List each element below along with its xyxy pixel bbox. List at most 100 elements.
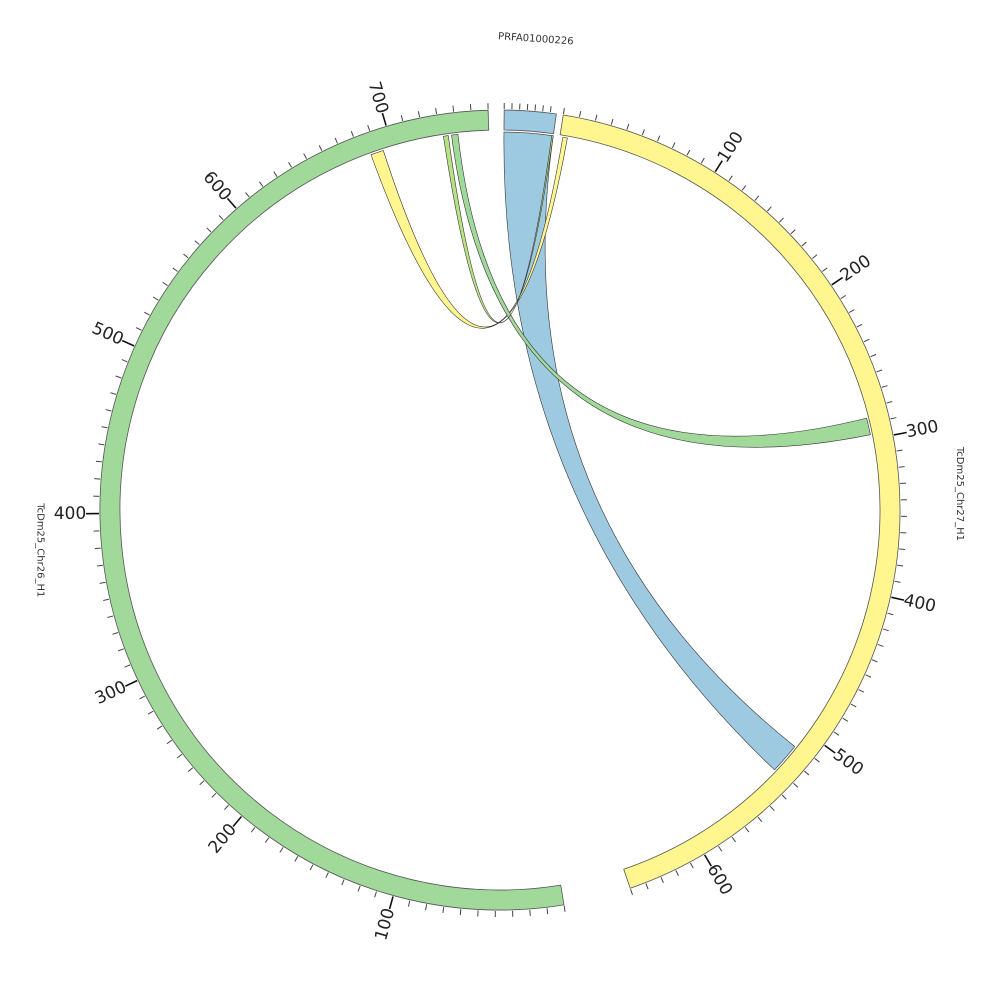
minor-tick [871,659,878,663]
minor-tick [882,628,889,632]
tick-label: 600 [703,861,737,899]
minor-tick [407,900,411,907]
links-layer [370,131,871,771]
tick-label: 400 [902,590,938,617]
minor-tick [686,149,691,156]
minor-tick [357,885,361,892]
minor-tick [459,909,462,916]
minor-tick [769,805,775,812]
minor-tick [886,400,893,404]
minor-tick [641,129,645,136]
tick-label: 300 [92,677,130,709]
tick-label: 100 [714,128,748,166]
minor-tick [778,217,784,223]
minor-tick [152,296,159,301]
minor-tick [728,175,733,182]
major-tick [125,679,138,687]
minor-tick [877,643,884,647]
minor-tick [700,157,705,164]
link-seg0-seg1-0 [503,131,796,771]
minor-tick [549,106,552,113]
link-seg2-seg0-3 [443,135,554,324]
minor-tick [172,267,178,272]
minor-tick [671,142,676,149]
minor-tick [124,664,131,668]
minor-tick [657,135,661,142]
segment-prfa01000226 [503,109,557,135]
minor-tick [334,137,338,144]
minor-tick [645,883,649,890]
minor-tick [452,105,455,112]
tick-label: 100 [371,906,399,943]
minor-tick [881,385,888,388]
minor-tick [754,195,760,201]
minor-tick [135,327,142,331]
minor-tick [211,792,217,798]
minor-tick [562,108,565,115]
minor-tick [442,906,445,914]
segment-tcdm25-chr26-h1 [99,109,565,911]
minor-tick [147,710,154,715]
link-seg2-seg1-2 [451,134,871,448]
minor-tick [139,695,146,700]
minor-tick [245,192,250,198]
minor-tick [630,888,633,895]
minor-tick [660,877,664,883]
minor-tick [814,758,820,763]
minor-tick [790,229,796,235]
minor-tick [894,580,901,583]
minor-tick [264,837,270,843]
major-tick [388,896,394,910]
minor-tick [718,845,723,852]
minor-tick [98,443,105,446]
minor-tick [757,816,763,822]
minor-tick [870,353,877,358]
minor-tick [294,856,299,862]
minor-tick [105,409,112,412]
major-tick [226,197,237,209]
minor-tick [258,181,264,187]
minor-tick [542,105,544,112]
minor-tick [896,449,903,452]
minor-tick [812,254,818,259]
minor-tick [435,108,438,115]
labels-layer: PRFA01000226 TcDm25_Chr27_H1 TcDm25_Chr2… [34,31,965,942]
tick-label: 400 [54,504,87,524]
minor-tick [218,215,224,221]
tick-label: 600 [199,168,235,206]
minor-tick [842,717,849,722]
minor-tick [199,780,205,786]
minor-tick [731,836,736,843]
major-tick [381,112,387,126]
minor-tick [840,294,847,299]
major-tick [121,339,135,347]
minor-tick [417,111,421,118]
tick-label: 500 [89,318,127,350]
minor-tick [187,767,194,772]
minor-tick [166,739,173,745]
minor-tick [898,466,905,468]
minor-tick [107,615,114,619]
minor-tick [594,114,598,121]
minor-tick [279,847,284,853]
minor-tick [350,130,354,137]
minor-tick [856,323,863,328]
major-tick [831,276,844,286]
minor-tick [675,870,679,876]
minor-tick [899,548,906,550]
ticks-layer [86,103,907,917]
minor-tick [850,703,857,708]
minor-tick [425,904,428,911]
minor-tick [858,689,865,693]
minor-tick [325,872,329,879]
segments-layer [99,109,901,911]
minor-tick [822,267,828,272]
tick-label: 200 [205,820,241,858]
minor-tick [890,417,897,420]
minor-tick [96,564,103,567]
minor-tick [99,581,106,584]
minor-tick [374,891,377,898]
minor-tick [194,240,200,246]
minor-tick [250,827,256,833]
